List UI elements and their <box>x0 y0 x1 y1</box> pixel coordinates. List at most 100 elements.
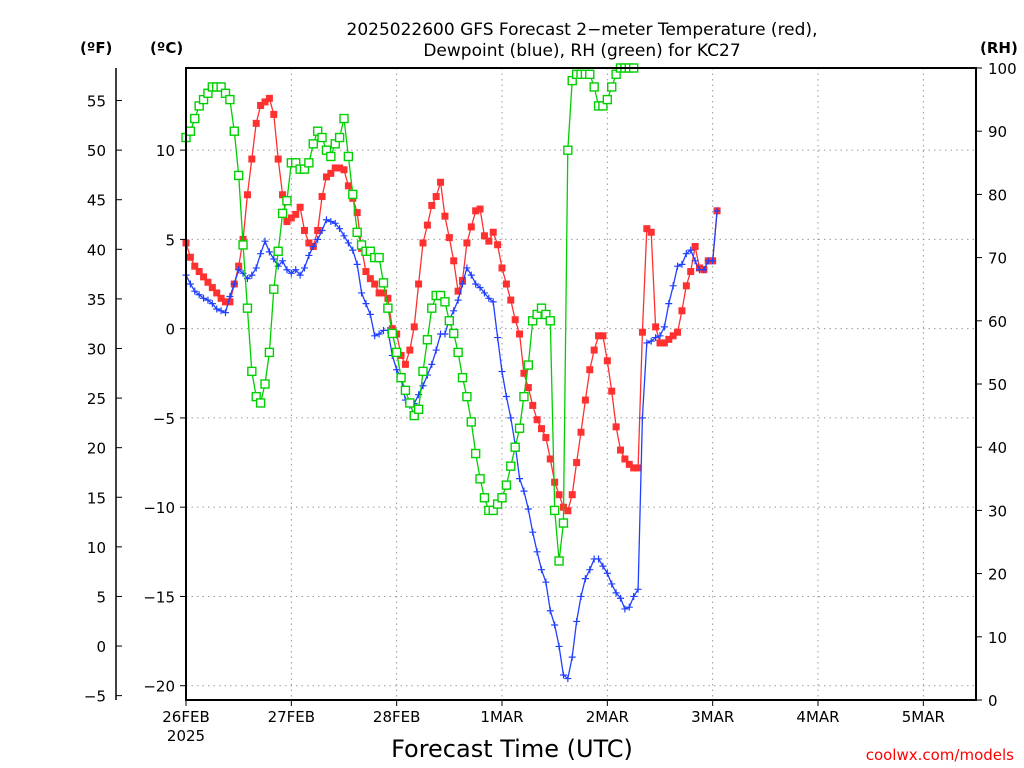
temperature-point <box>235 262 243 270</box>
dewpoint-point <box>371 332 379 340</box>
rh-point <box>563 145 573 155</box>
temperature-point <box>252 119 260 127</box>
rh-point <box>317 132 327 143</box>
rh-point <box>607 82 617 92</box>
temperature-point <box>301 226 308 234</box>
temperature-point <box>428 201 436 209</box>
dewpoint-point <box>336 225 344 233</box>
dewpoint-point <box>200 294 208 302</box>
temperature-point <box>454 287 462 295</box>
temperature-point <box>603 357 611 365</box>
dewpoint-point <box>564 675 572 683</box>
fahrenheit-tick-label: 45 <box>87 192 106 210</box>
rh-point <box>519 391 529 402</box>
rh-line <box>185 67 634 562</box>
x-tick-label: 28FEB <box>373 708 420 726</box>
rh-point <box>405 398 415 408</box>
temperature-point <box>581 396 589 404</box>
dewpoint-point <box>191 287 199 295</box>
rh-tick-label: 20 <box>988 566 1007 584</box>
temperature-point <box>423 221 431 229</box>
celsius-tick-label: −20 <box>143 678 175 696</box>
dewpoint-point <box>340 232 348 240</box>
rh-tick-label: 60 <box>988 313 1007 331</box>
temperature-point <box>590 346 598 354</box>
dewpoint-point <box>498 368 506 376</box>
rh-point <box>334 132 345 143</box>
dewpoint-point <box>678 260 686 268</box>
dewpoint-point <box>375 330 383 338</box>
chart-title-line2: Dewpoint (blue), RH (green) for KC27 <box>423 41 740 61</box>
rh-point <box>229 126 239 136</box>
temperature-point <box>669 332 677 340</box>
dewpoint-point <box>331 219 339 227</box>
temperature-point <box>257 101 265 109</box>
temperature-point <box>371 280 379 288</box>
dewpoint-point <box>305 251 313 259</box>
rh-point <box>383 303 393 313</box>
celsius-tick-label: −15 <box>143 588 175 606</box>
rh-point <box>233 170 244 181</box>
dewpoint-point <box>296 271 304 279</box>
temperature-point <box>463 239 471 247</box>
temperature-point <box>322 173 330 181</box>
rh-point <box>510 442 520 452</box>
temperature-point <box>222 298 229 306</box>
temperature-point <box>366 275 374 283</box>
rh-point <box>242 303 253 313</box>
temperature-point <box>362 268 370 276</box>
grid <box>186 68 976 700</box>
temperature-point <box>270 110 278 118</box>
dewpoint-point <box>713 207 721 215</box>
dewpoint-point <box>472 280 480 288</box>
temperature-point <box>498 264 506 272</box>
rh-point <box>396 372 406 383</box>
dewpoint-point <box>647 337 655 345</box>
dewpoint-point <box>652 334 660 342</box>
dewpoint-point <box>691 257 699 265</box>
temperature-point <box>213 289 221 297</box>
temperature-point <box>511 316 519 324</box>
temperature-point <box>217 294 225 302</box>
x-tick-label: 5MAR <box>902 708 945 726</box>
x-tick-label: 3MAR <box>691 708 734 726</box>
fahrenheit-tick-label: 55 <box>87 93 106 111</box>
temperature-point <box>467 223 475 231</box>
dewpoint-point <box>709 257 717 265</box>
rh-point <box>475 474 485 484</box>
fahrenheit-tick-label: 35 <box>87 291 106 309</box>
fahrenheit-tick-label: 50 <box>87 142 106 160</box>
dewpoint-point <box>349 246 357 254</box>
temperature-point <box>331 164 339 172</box>
temperature-point <box>533 416 541 424</box>
rh-point <box>413 404 424 414</box>
dewpoint-point <box>195 291 203 299</box>
rh-point <box>378 278 389 288</box>
rh-tick-label: 70 <box>988 250 1007 268</box>
dewpoint-point <box>542 578 550 586</box>
temperature-point <box>691 243 699 251</box>
temperature-point <box>292 210 300 218</box>
credit-text: coolwx.com/models <box>866 746 1014 764</box>
temperature-point <box>485 237 493 245</box>
x-tick-sublabel: 2025 <box>167 727 205 745</box>
rh-point <box>470 448 481 459</box>
fahrenheit-tick-label: 30 <box>87 340 106 358</box>
temperature-point <box>687 268 695 276</box>
rh-point <box>558 518 569 528</box>
dewpoint-point <box>494 334 502 342</box>
rh-tick-label: 100 <box>988 60 1017 78</box>
temperature-point <box>546 455 554 463</box>
temperature-point <box>437 178 445 186</box>
dewpoint-point <box>674 262 682 270</box>
rh-point <box>545 316 555 326</box>
dewpoint-point <box>186 280 194 288</box>
dewpoint-point <box>314 235 322 243</box>
dewpoint-point <box>533 548 541 556</box>
dewpoint-line <box>185 210 718 680</box>
temperature-point <box>577 428 585 436</box>
dewpoint-point <box>638 414 646 422</box>
temperature-point <box>226 298 234 306</box>
temperature-point <box>191 262 199 270</box>
